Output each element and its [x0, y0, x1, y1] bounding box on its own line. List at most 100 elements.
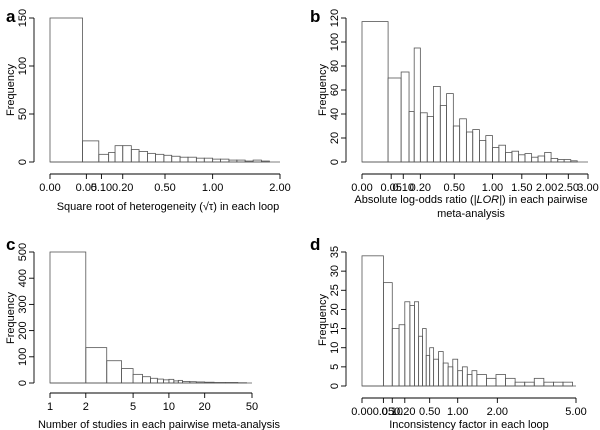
histogram-bar — [108, 151, 116, 163]
y-tick-label: 0 — [329, 383, 341, 389]
panel-b: b 0 20 40 60 80 100 120 0.00 0.050.100.20 0.50 1.00… — [310, 7, 599, 220]
histogram-bar — [498, 144, 506, 163]
x-tick-label: 50 — [246, 401, 258, 413]
y-tick-label: 100 — [17, 348, 29, 366]
x-tick-label: 1.00 — [447, 406, 468, 418]
histogram-bar — [212, 158, 221, 163]
x-tick-label: 0.20 — [394, 406, 415, 418]
histogram-bar — [228, 159, 238, 163]
histogram-bar — [537, 155, 546, 163]
histogram-bar — [485, 135, 493, 163]
histogram-bar — [426, 116, 434, 163]
histogram-bar — [476, 374, 487, 387]
histogram-bar — [472, 129, 480, 163]
histogram-bar — [398, 324, 406, 387]
histogram-bar — [204, 381, 215, 384]
x-tick-label: 1.50 — [511, 182, 532, 194]
histogram-bar — [213, 382, 227, 384]
y-tick-label: 10 — [329, 342, 341, 354]
histogram-bar — [179, 156, 189, 163]
x-tick-label: 2 — [83, 401, 89, 413]
x-axis-title: Square root of heterogeneity (√τ) in eac… — [57, 201, 280, 213]
x-tick-label: 0.50 — [154, 182, 175, 194]
histogram-bar — [382, 282, 393, 387]
x-tick-label: 20 — [199, 401, 211, 413]
histogram-bar — [557, 159, 565, 163]
histogram-bar — [495, 374, 506, 387]
histogram-bar — [177, 379, 183, 384]
x-tick-label: 10 — [163, 401, 175, 413]
histogram-bar — [361, 255, 384, 387]
histogram-bar — [439, 105, 447, 163]
y-tick-label: 0 — [17, 380, 29, 386]
x-tick-label: 0.10 — [91, 182, 112, 194]
x-tick-label: 1.00 — [482, 182, 503, 194]
histogram-bar — [442, 362, 449, 387]
y-tick-label: 25 — [329, 284, 341, 296]
x-tick-label: 0.50 — [419, 406, 440, 418]
histogram-bar — [422, 328, 427, 387]
histogram-bar — [114, 145, 124, 163]
histogram-bar — [408, 111, 415, 163]
histogram-bar — [122, 145, 132, 163]
y-axis-title: Frequency — [5, 64, 17, 116]
y-tick-label: 80 — [329, 60, 341, 72]
histogram-bar — [130, 149, 140, 163]
x-tick-label: 0.05 — [76, 182, 97, 194]
panel-letter-c: c — [6, 235, 15, 254]
y-tick-label: 500 — [17, 243, 29, 261]
y-tick-label: 0 — [329, 159, 341, 165]
histogram-bar — [195, 157, 205, 163]
y-tick-label: 15 — [329, 322, 341, 334]
panel-a: a 0 50 100 150 0.00 0.050.10 0.20 0.50 1.00 2.00 Fr… — [5, 7, 291, 213]
y-axis-title: Frequency — [317, 64, 329, 116]
x-tick-label: 0.50 — [444, 182, 465, 194]
histogram-bar — [492, 147, 500, 163]
histogram-bar — [182, 381, 191, 384]
histogram-bar — [168, 378, 175, 384]
histogram-bar — [419, 112, 428, 163]
x-tick-label: 5 — [130, 401, 136, 413]
y-axis-title: Frequency — [317, 294, 329, 346]
panel-letter-d: d — [310, 235, 320, 254]
x-tick-label: 2.00 — [269, 182, 290, 194]
histogram-bar — [147, 152, 156, 163]
histogram-bar — [106, 360, 122, 384]
x-axis-title-part: ) in each loop — [213, 201, 279, 213]
histogram-bar — [543, 381, 554, 387]
x-axis-title-line2: meta-analysis — [437, 208, 505, 220]
histogram-bar — [562, 381, 573, 387]
histogram-bar — [189, 381, 197, 384]
histogram-bar — [466, 374, 473, 387]
histogram-bar — [98, 153, 110, 163]
histogram-bar — [203, 157, 214, 163]
y-tick-label: 60 — [329, 84, 341, 96]
histogram-bar — [225, 382, 239, 384]
histogram-bar — [236, 159, 246, 163]
histogram-bar — [486, 377, 497, 387]
histogram-bar — [505, 151, 513, 163]
y-tick-label: 0 — [17, 159, 29, 165]
y-tick-label: 20 — [329, 132, 341, 144]
x-tick-label: 2.00 — [487, 406, 508, 418]
histogram-bar — [429, 347, 435, 387]
histogram-bar — [414, 301, 420, 387]
histogram-bar — [85, 347, 108, 384]
histogram-bar — [156, 378, 164, 384]
x-axis-title: Number of studies in each pairwise meta-… — [38, 419, 281, 430]
histogram-bar — [457, 370, 463, 387]
histogram-bar — [544, 151, 552, 163]
y-tick-label: 50 — [17, 108, 29, 120]
histogram-bar — [409, 305, 415, 387]
histogram-bar — [387, 77, 402, 163]
x-axis-title-part: Absolute log-odds ratio ( — [354, 194, 474, 206]
histogram-bar — [524, 153, 533, 163]
histogram-bar — [550, 157, 559, 163]
tau-symbol: √τ — [203, 201, 214, 213]
histogram-bar — [433, 358, 439, 387]
x-tick-label: 0.10 — [382, 406, 403, 418]
histogram-bar — [461, 366, 468, 387]
histogram-bar — [404, 301, 411, 387]
y-tick-label: 40 — [329, 108, 341, 120]
